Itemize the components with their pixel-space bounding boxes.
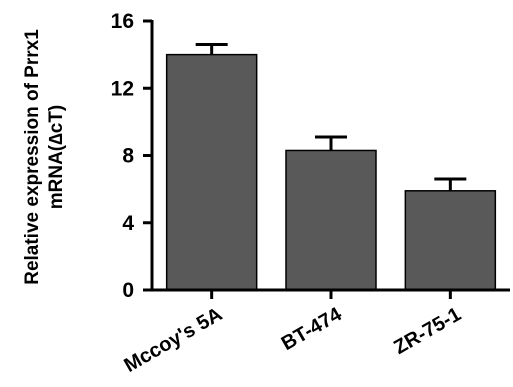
x-tick-label: BT-474 <box>278 303 347 355</box>
y-tick-label: 16 <box>111 10 134 33</box>
y-tick-label: 8 <box>122 145 134 168</box>
y-axis-title-line2: mRNA(∆cT) <box>46 105 67 210</box>
x-tick-label: Mccoy's 5A <box>121 303 227 377</box>
bars-group <box>165 43 497 291</box>
bar-group <box>285 135 377 291</box>
bar-group <box>165 43 258 291</box>
bar <box>165 53 258 291</box>
bar-group <box>404 177 497 291</box>
y-axis: 0 4 8 12 16 <box>111 10 154 302</box>
bar <box>285 149 377 291</box>
bar <box>404 190 497 291</box>
y-tick-label: 0 <box>122 279 134 302</box>
y-tick-label: 4 <box>122 212 134 235</box>
y-tick-label: 12 <box>111 77 134 100</box>
x-axis: Mccoy's 5A BT-474 ZR-75-1 <box>121 288 510 377</box>
y-axis-title-line1: Relative expression of Prrx1 <box>22 29 43 285</box>
x-tick-label: ZR-75-1 <box>390 303 465 359</box>
y-axis-title: Relative expression of Prrx1 mRNA(∆cT) <box>22 29 67 285</box>
